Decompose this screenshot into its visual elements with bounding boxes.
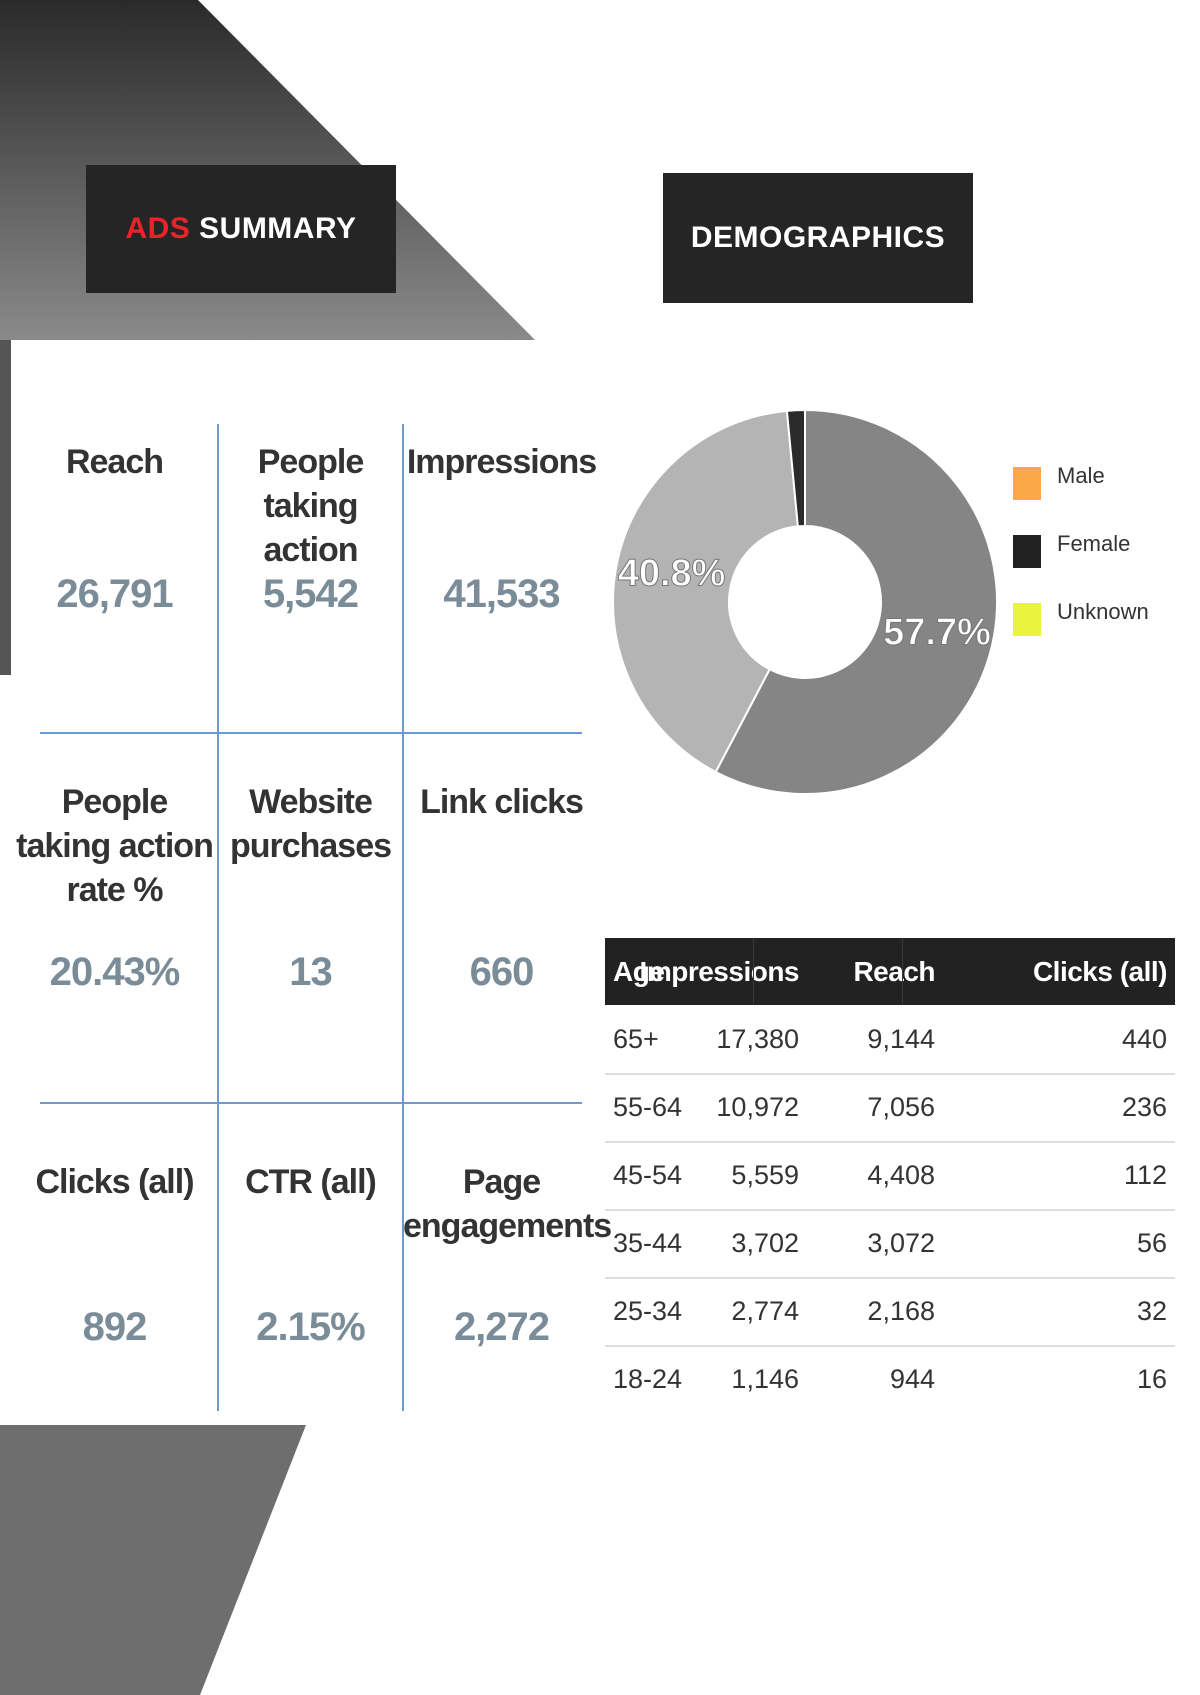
legend-swatch	[1013, 535, 1041, 568]
demographics-box: DEMOGRAPHICS	[663, 173, 973, 303]
metric-value: 13	[289, 950, 333, 994]
row-divider	[605, 1073, 1175, 1075]
table-cell: 2,774	[731, 1296, 799, 1326]
table-cell: 236	[1121, 1092, 1167, 1122]
row-divider	[605, 1345, 1175, 1347]
donut-chart: 57.7% 40.8%	[612, 408, 998, 795]
row-divider	[605, 1209, 1175, 1211]
summary-word: SUMMARY	[199, 212, 357, 245]
table-cell: 56	[1136, 1228, 1167, 1258]
metric-value: 26,791	[56, 572, 173, 616]
table-header: Impressions	[639, 956, 800, 987]
table-cell: 9,144	[867, 1024, 935, 1054]
metric-label: People taking action rate %	[16, 783, 214, 909]
age-table: Age Impressions Reach Clicks (all) 65+ 17,380…	[605, 938, 1175, 1413]
slice-label: 57.7%	[883, 612, 991, 654]
card	[11, 340, 649, 1425]
metric-value: 41,533	[443, 572, 560, 616]
metric-value: 660	[469, 950, 535, 994]
table-header: Age	[613, 956, 665, 987]
table-cell: 45-54	[613, 1160, 683, 1190]
donut-slice	[612, 409, 799, 774]
table-cell: 55-64	[613, 1092, 683, 1122]
header-divider	[753, 938, 754, 1005]
table-cell: 17,380	[716, 1024, 799, 1054]
table-cell: 3,702	[731, 1228, 799, 1258]
gray-wedge	[0, 1425, 306, 1695]
legend-label: Male	[1057, 463, 1105, 488]
metric-label: Link clicks	[420, 783, 584, 821]
row-divider	[605, 1277, 1175, 1279]
table-cell: 2,168	[867, 1296, 935, 1326]
donut-slice	[785, 408, 806, 528]
row-divider	[605, 1141, 1175, 1143]
metric-label: People taking action	[257, 443, 364, 569]
metric-label: Page engagements	[403, 1163, 612, 1245]
table-cell: 112	[1123, 1160, 1167, 1190]
table-cell: 1,146	[731, 1364, 799, 1394]
metric-label: Clicks (all)	[35, 1163, 194, 1201]
table-cell: 35-44	[613, 1228, 683, 1258]
metric-label: Website purchases	[229, 783, 392, 865]
legend-swatch	[1013, 603, 1041, 636]
ads-word: ADS	[125, 212, 191, 245]
metric-label: Impressions	[406, 443, 597, 481]
table-cell: 944	[889, 1364, 935, 1394]
table-cell: 10,972	[716, 1092, 799, 1122]
table-cell: 65+	[613, 1024, 659, 1054]
table-cell: 18-24	[613, 1364, 683, 1394]
metric-label: Reach	[65, 443, 164, 481]
table-header: Clicks (all)	[1032, 956, 1168, 987]
grid	[40, 424, 582, 1411]
table-cell: 16	[1136, 1364, 1167, 1394]
header-divider	[902, 938, 903, 1005]
metric-label: CTR (all)	[245, 1163, 377, 1201]
legend-swatch	[1013, 467, 1041, 500]
slice-label: 40.8%	[618, 553, 726, 595]
donut-slice	[714, 408, 998, 795]
table-header: Reach	[853, 956, 935, 987]
metric-value: 20.43%	[49, 950, 181, 994]
metric-value: 2,272	[453, 1305, 550, 1349]
table-cell: 25-34	[613, 1296, 683, 1326]
metric-value: 2.15%	[256, 1305, 365, 1349]
legend-label: Unknown	[1057, 599, 1149, 624]
ads-summary-box: ADS SUMMARY	[86, 165, 396, 293]
metric-value: 892	[82, 1305, 148, 1349]
table-cell: 32	[1136, 1296, 1167, 1326]
table-cell: 440	[1121, 1024, 1167, 1054]
photo-strip	[0, 340, 11, 675]
legend-label: Female	[1057, 531, 1131, 556]
table-cell: 5,559	[731, 1160, 799, 1190]
table-header-bg	[605, 938, 1175, 1005]
metric-value: 5,542	[262, 572, 359, 616]
table-cell: 3,072	[867, 1228, 935, 1258]
table-cell: 4,408	[867, 1160, 935, 1190]
table-cell: 7,056	[867, 1092, 935, 1122]
